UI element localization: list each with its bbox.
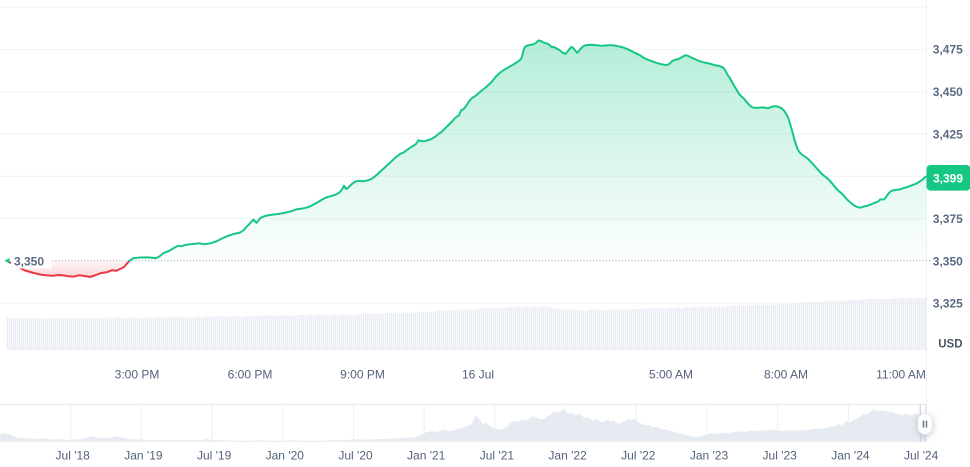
svg-text:Jan '20: Jan '20 xyxy=(266,449,305,463)
svg-text:Jul '22: Jul '22 xyxy=(621,449,656,463)
svg-text:3:00 PM: 3:00 PM xyxy=(115,368,160,382)
svg-text:3,350: 3,350 xyxy=(933,254,963,268)
svg-text:Jan '24: Jan '24 xyxy=(831,449,870,463)
svg-text:Jan '19: Jan '19 xyxy=(124,449,163,463)
svg-text:Jul '24: Jul '24 xyxy=(904,449,939,463)
svg-text:6:00 PM: 6:00 PM xyxy=(228,368,273,382)
svg-text:3,350: 3,350 xyxy=(14,254,44,268)
svg-text:11:00 AM: 11:00 AM xyxy=(876,368,926,382)
svg-text:Jul '18: Jul '18 xyxy=(56,449,91,463)
svg-text:Jan '23: Jan '23 xyxy=(690,449,729,463)
svg-text:Jul '20: Jul '20 xyxy=(338,449,373,463)
svg-text:Jul '21: Jul '21 xyxy=(480,449,515,463)
svg-text:3,425: 3,425 xyxy=(933,127,963,141)
svg-text:5:00 AM: 5:00 AM xyxy=(649,368,693,382)
svg-text:Jan '22: Jan '22 xyxy=(548,449,587,463)
svg-text:Jan '21: Jan '21 xyxy=(407,449,446,463)
svg-text:16 Jul: 16 Jul xyxy=(462,368,494,382)
svg-text:3,325: 3,325 xyxy=(933,297,963,311)
svg-text:3,450: 3,450 xyxy=(933,85,963,99)
svg-text:9:00 PM: 9:00 PM xyxy=(340,368,385,382)
svg-text:8:00 AM: 8:00 AM xyxy=(764,368,808,382)
svg-text:3,399: 3,399 xyxy=(933,172,963,186)
svg-text:3,475: 3,475 xyxy=(933,43,963,57)
svg-text:USD: USD xyxy=(938,339,962,351)
svg-text:3,375: 3,375 xyxy=(933,212,963,226)
svg-text:Jul '19: Jul '19 xyxy=(197,449,232,463)
svg-text:Jul '23: Jul '23 xyxy=(763,449,798,463)
